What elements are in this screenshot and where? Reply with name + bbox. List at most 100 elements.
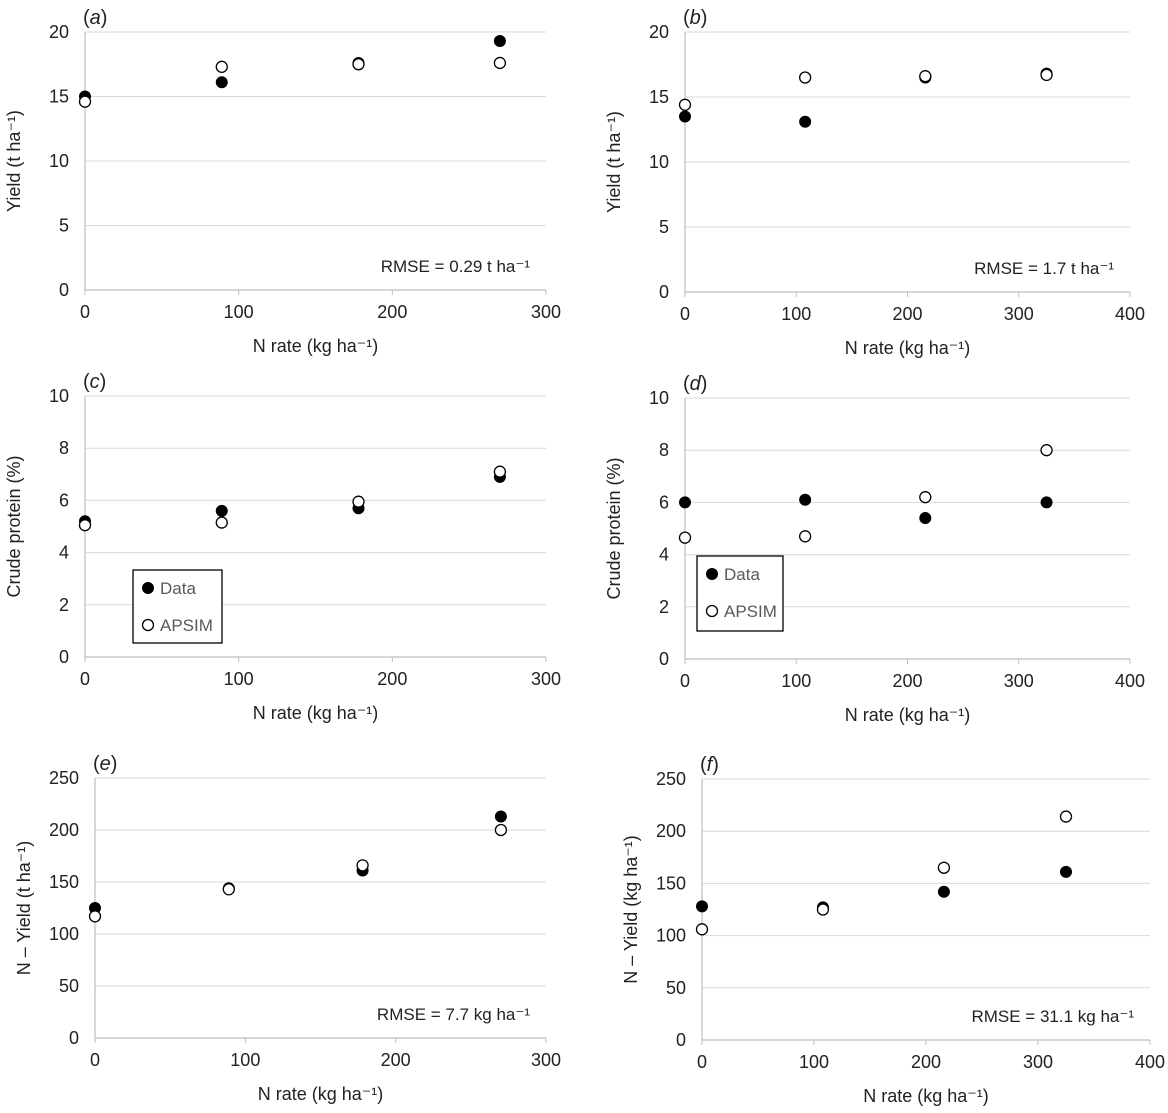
panel-b: 0 100 200 300 400 0 5 10 15 20 N rate (kg ha⁻¹) Yie… <box>604 7 1145 358</box>
y-tick-label: 250 <box>656 769 686 789</box>
x-tick-label: 300 <box>531 1050 561 1070</box>
series-data <box>679 493 1053 525</box>
y-tick-label: 50 <box>666 978 686 998</box>
data-point <box>799 115 812 128</box>
x-tick-label: 100 <box>224 669 254 689</box>
legend-apsim-marker <box>141 618 155 632</box>
x-axis-label: N rate (kg ha⁻¹) <box>253 336 379 356</box>
panel-label: (a) <box>83 7 107 29</box>
apsim-point <box>493 465 507 478</box>
panel-label-close-paren: ) <box>101 7 108 29</box>
data-point <box>679 496 691 509</box>
x-axis-label: N rate (kg ha⁻¹) <box>845 705 971 725</box>
series-apsim <box>678 68 1053 111</box>
apsim-point <box>222 883 235 896</box>
y-axis-label: N – Yield (kg ha⁻¹) <box>621 835 641 984</box>
x-tick-label: 0 <box>680 304 690 324</box>
apsim-point <box>494 823 508 837</box>
x-tick-label: 400 <box>1115 671 1145 691</box>
y-tick-label: 0 <box>659 649 669 669</box>
legend-data-marker <box>706 568 718 580</box>
apsim-point <box>678 98 692 111</box>
series-data <box>89 810 507 914</box>
panel-label-letter: f <box>707 754 715 776</box>
apsim-point <box>88 910 102 923</box>
y-tick-label: 50 <box>59 976 79 996</box>
panel-label-letter: e <box>100 753 111 775</box>
panel-label-close-paren: ) <box>100 371 107 393</box>
y-tick-label: 10 <box>49 151 69 171</box>
y-tick-label: 5 <box>59 216 69 236</box>
y-tick-label: 2 <box>59 595 69 615</box>
y-axis-label: Crude protein (%) <box>4 455 24 597</box>
apsim-point <box>215 516 228 529</box>
panel-label: (f) <box>700 754 719 776</box>
x-tick-label: 100 <box>781 671 811 691</box>
panel-label-letter: d <box>690 373 702 395</box>
x-tick-label: 0 <box>680 671 690 691</box>
apsim-point <box>678 531 692 544</box>
panel-label: (b) <box>683 7 707 29</box>
y-tick-label: 150 <box>656 873 686 893</box>
series-apsim <box>695 810 1073 936</box>
apsim-point <box>799 71 812 84</box>
panel-label-close-paren: ) <box>701 7 708 29</box>
apsim-point <box>1040 68 1053 82</box>
x-tick-label: 0 <box>80 302 90 322</box>
rmse-annotation: RMSE = 31.1 kg ha⁻¹ <box>971 1007 1134 1026</box>
y-tick-label: 10 <box>649 152 669 172</box>
data-point <box>799 493 812 506</box>
x-tick-label: 300 <box>1023 1052 1053 1072</box>
rmse-annotation: RMSE = 7.7 kg ha⁻¹ <box>377 1005 530 1024</box>
x-tick-label: 200 <box>911 1052 941 1072</box>
data-point <box>215 504 228 517</box>
panel-label: (e) <box>93 753 117 775</box>
y-tick-label: 100 <box>49 924 79 944</box>
panel-label-open-paren: ( <box>83 7 90 29</box>
x-tick-label: 200 <box>377 669 407 689</box>
series-data <box>679 67 1053 128</box>
legend-apsim-marker <box>705 604 719 618</box>
x-axis-label: N rate (kg ha⁻¹) <box>863 1086 989 1106</box>
apsim-point <box>215 60 228 73</box>
data-point <box>937 885 950 898</box>
data-point <box>494 810 507 823</box>
panel-label-close-paren: ) <box>701 373 708 395</box>
apsim-point <box>356 859 369 872</box>
panel-label: (d) <box>683 373 707 395</box>
legend: Data APSIM <box>132 569 223 644</box>
series-data <box>696 865 1072 914</box>
y-tick-label: 8 <box>59 438 69 458</box>
y-tick-label: 0 <box>59 647 69 667</box>
data-point <box>1060 865 1072 878</box>
y-tick-label: 6 <box>59 490 69 510</box>
panel-c: 0 100 200 300 0 2 4 6 8 10 N rate (kg ha⁻¹) Crude p… <box>4 371 561 723</box>
panel-a: 0 100 200 300 0 5 10 15 20 N rate (kg ha⁻¹) Yield … <box>4 7 561 356</box>
apsim-point <box>816 903 830 916</box>
legend: Data APSIM <box>696 555 784 632</box>
y-tick-label: 15 <box>649 87 669 107</box>
series-apsim <box>78 465 507 532</box>
apsim-point <box>78 95 92 108</box>
panel-label-open-paren: ( <box>93 753 100 775</box>
y-tick-label: 8 <box>659 440 669 460</box>
panel-label-letter: c <box>90 371 100 393</box>
apsim-point <box>78 519 92 532</box>
x-tick-label: 200 <box>377 302 407 322</box>
x-axis-label: N rate (kg ha⁻¹) <box>253 703 379 723</box>
panel-label-open-paren: ( <box>683 7 690 29</box>
y-tick-label: 0 <box>659 282 669 302</box>
y-tick-label: 100 <box>656 926 686 946</box>
series-data <box>79 470 506 528</box>
x-tick-label: 200 <box>892 671 922 691</box>
legend-label: APSIM <box>724 602 777 621</box>
apsim-point <box>937 861 951 874</box>
apsim-point <box>695 923 709 936</box>
legend-label: Data <box>724 565 760 584</box>
apsim-point <box>919 491 932 504</box>
x-axis-label: N rate (kg ha⁻¹) <box>845 338 971 358</box>
data-point <box>1040 496 1053 509</box>
panel-label-open-paren: ( <box>83 371 90 393</box>
x-tick-label: 300 <box>531 302 561 322</box>
series-data <box>79 35 506 103</box>
